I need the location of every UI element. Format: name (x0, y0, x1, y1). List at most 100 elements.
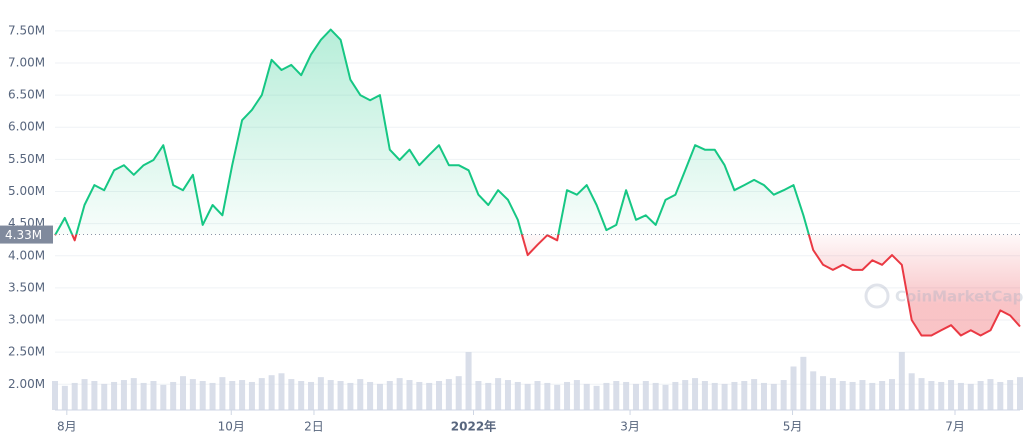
volume-bar (150, 381, 157, 410)
volume-bar (130, 378, 137, 410)
volume-bar (337, 381, 344, 410)
volume-bar (357, 379, 364, 410)
y-tick-label: 5.50M (8, 152, 45, 166)
volume-bar (987, 379, 994, 410)
volume-bar (189, 379, 196, 410)
volume-bar (524, 383, 531, 410)
volume-bar (662, 384, 669, 410)
volume-bar (1017, 377, 1023, 410)
volume-bar (888, 379, 895, 410)
volume-bar (367, 381, 374, 410)
volume-bar (859, 380, 866, 410)
volume-bar (495, 378, 502, 410)
volume-bar (583, 383, 590, 410)
volume-bar (120, 380, 127, 410)
y-tick-label: 6.00M (8, 120, 45, 134)
volume-bar (810, 371, 817, 410)
volume-bar (308, 381, 315, 410)
volume-bar (278, 373, 285, 410)
volume-bar (967, 383, 974, 410)
x-tick-label: 5月 (783, 420, 803, 434)
price-area (55, 29, 1020, 336)
price-line (54, 28, 1021, 337)
volume-bar (711, 382, 718, 410)
volume-bar (554, 384, 561, 410)
volume-bar (908, 373, 915, 410)
watermark-logo (864, 283, 890, 309)
x-tick-label: 3月 (620, 420, 640, 434)
volume-bar (504, 380, 511, 410)
volume-bar (475, 381, 482, 410)
volume-bar (977, 381, 984, 410)
watermark: CoinMarketCap (864, 283, 1024, 309)
y-tick-label: 2.00M (8, 377, 45, 391)
volume-bar (229, 381, 236, 410)
volume-bar (642, 381, 649, 410)
volume-bar (721, 383, 728, 410)
y-tick-label: 2.50M (8, 345, 45, 359)
volume-bar (829, 378, 836, 410)
volume-bar (1007, 380, 1014, 410)
volume-bar (879, 381, 886, 410)
volume-bar (268, 375, 275, 410)
volume-bar (534, 381, 541, 410)
volume-bar (485, 382, 492, 410)
volume-bar (81, 379, 88, 410)
volume-bar (780, 380, 787, 410)
volume-bar (101, 383, 108, 410)
x-tick-label: 2日 (304, 420, 324, 434)
volume-bar (701, 381, 708, 410)
volume-bar (298, 381, 305, 410)
volume-bar (396, 378, 403, 410)
volume-bar (239, 380, 246, 410)
volume-bar (770, 383, 777, 410)
volume-bar (455, 376, 462, 410)
volume-bar (849, 381, 856, 410)
volume-bar (997, 381, 1004, 410)
volume-bar (426, 382, 433, 410)
volume-bar (406, 380, 413, 410)
volume-bar (465, 352, 472, 410)
x-tick-label: 2022年 (451, 419, 496, 434)
y-tick-label: 3.00M (8, 313, 45, 327)
volume-bar (918, 378, 925, 410)
y-tick-label: 6.50M (8, 88, 45, 102)
volume-bar (652, 382, 659, 410)
volume-bar (613, 381, 620, 410)
volume-bar (692, 378, 699, 410)
baseline-label: 4.33M (5, 228, 42, 242)
volume-bar (751, 379, 758, 410)
volume-bar (111, 381, 118, 410)
volume-bar (140, 382, 147, 410)
volume-bar (61, 385, 68, 410)
volume-bar (180, 376, 187, 410)
volume-bar (376, 383, 383, 410)
volume-bar (938, 381, 945, 410)
y-tick-label: 7.50M (8, 23, 45, 37)
y-tick-label: 4.00M (8, 248, 45, 262)
volume-bar (672, 381, 679, 410)
volume-bar (258, 378, 265, 410)
volume-bar (603, 382, 610, 410)
volume-bar (71, 382, 78, 410)
volume-bar (199, 381, 206, 410)
volume-bar (347, 382, 354, 410)
x-tick-label: 8月 (57, 420, 77, 434)
x-tick-label: 7月 (945, 420, 965, 434)
volume-bar (91, 381, 98, 410)
volume-bar (839, 381, 846, 410)
y-tick-label: 3.50M (8, 280, 45, 294)
y-tick-label: 5.00M (8, 184, 45, 198)
baseline-label-bg (0, 225, 53, 244)
volume-bar (731, 381, 738, 410)
volume-bar (170, 381, 177, 410)
volume-bar (869, 382, 876, 410)
volume-bar (52, 381, 58, 410)
volume-bar (623, 381, 630, 410)
volume-bar (317, 377, 324, 410)
volume-bar (682, 380, 689, 410)
volume-bar (957, 382, 964, 410)
volume-bar (820, 376, 827, 410)
watermark-text: CoinMarketCap (895, 288, 1024, 306)
